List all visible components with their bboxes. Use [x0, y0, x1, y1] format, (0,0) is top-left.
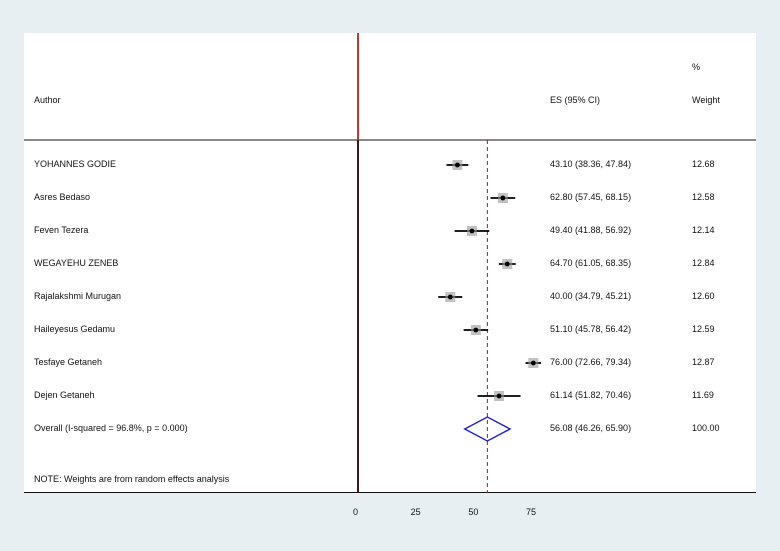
overall-weight: 100.00 — [692, 423, 720, 433]
study-point — [473, 327, 479, 333]
note-text: NOTE: Weights are from random effects an… — [34, 474, 230, 484]
overall-es-ci: 56.08 (46.26, 65.90) — [550, 423, 632, 433]
header-weight-percent: % — [692, 62, 701, 72]
study-author: Tesfaye Getaneh — [34, 357, 103, 367]
study-weight: 12.84 — [692, 258, 715, 268]
study-weight: 12.59 — [692, 324, 715, 334]
study-author: Asres Bedaso — [34, 192, 91, 202]
study-point — [447, 294, 453, 300]
study-author: YOHANNES GODIE — [34, 159, 117, 169]
x-tick-label: 25 — [410, 507, 421, 517]
study-es-ci: 61.14 (51.82, 70.46) — [550, 390, 632, 400]
x-tick-label: 50 — [468, 507, 479, 517]
x-tick-label: 75 — [526, 507, 537, 517]
header-es-ci: ES (95% CI) — [550, 95, 601, 105]
study-author: Dejen Getaneh — [34, 390, 95, 400]
study-weight: 12.60 — [692, 291, 715, 301]
study-weight: 12.87 — [692, 357, 715, 367]
study-es-ci: 40.00 (34.79, 45.21) — [550, 291, 632, 301]
study-weight: 12.68 — [692, 159, 715, 169]
study-es-ci: 64.70 (61.05, 68.35) — [550, 258, 632, 268]
study-weight: 11.69 — [692, 390, 714, 400]
header-author: Author — [34, 95, 61, 105]
study-point — [530, 360, 536, 366]
study-es-ci: 62.80 (57.45, 68.15) — [550, 192, 632, 202]
study-es-ci: 51.10 (45.78, 56.42) — [550, 324, 632, 334]
forest-plot — [24, 33, 756, 493]
study-es-ci: 49.40 (41.88, 56.92) — [550, 225, 632, 235]
study-es-ci: 76.00 (72.66, 79.34) — [550, 357, 632, 367]
header-weight: Weight — [692, 95, 720, 105]
study-weight: 12.58 — [692, 192, 715, 202]
overall-label: Overall (I-squared = 96.8%, p = 0.000) — [34, 423, 188, 433]
forest-plot-panel: % Author ES (95% CI) Weight YOHANNES GOD… — [24, 33, 756, 493]
study-author: Feven Tezera — [34, 225, 89, 235]
study-point — [496, 393, 502, 399]
study-author: WEGAYEHU ZENEB — [34, 258, 119, 268]
study-point — [455, 162, 460, 168]
study-author: Haileyesus Gedamu — [34, 324, 116, 334]
study-point — [504, 261, 510, 267]
x-tick-label: 0 — [353, 507, 359, 517]
overall-diamond — [463, 416, 512, 442]
study-author: Rajalakshmi Murugan — [34, 291, 122, 301]
study-weight: 12.14 — [692, 225, 715, 235]
study-point — [469, 228, 475, 234]
study-point — [500, 195, 506, 201]
study-es-ci: 43.10 (38.36, 47.84) — [550, 159, 632, 169]
